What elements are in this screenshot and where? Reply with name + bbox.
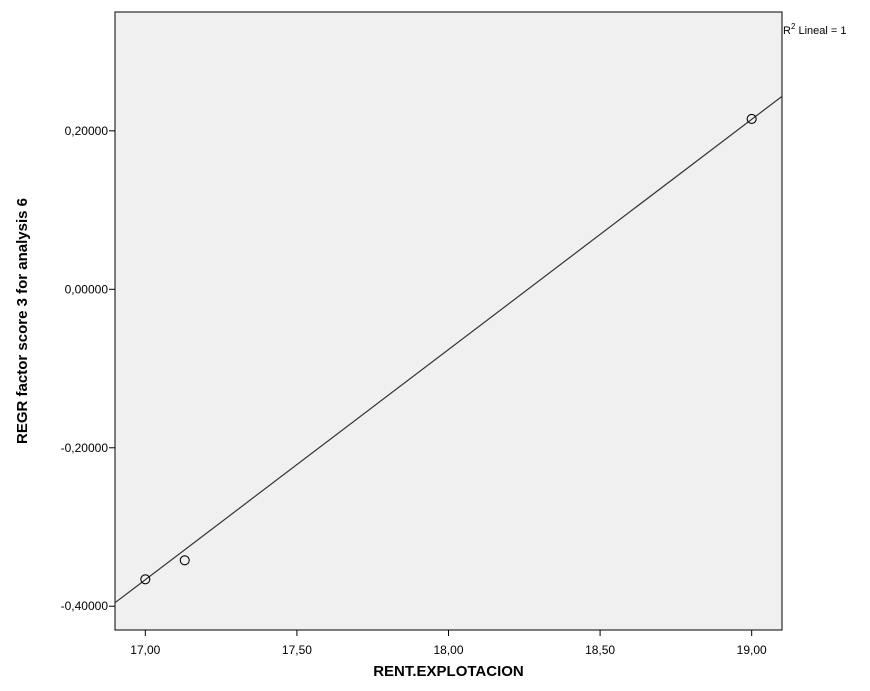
fit-line-label: R2 Lineal = 1 (783, 22, 846, 37)
x-axis-ticks: 17,00 17,50 18,00 18,50 19,00 (130, 630, 767, 657)
fit-label-superscript: 2 (791, 22, 796, 31)
x-tick-label: 19,00 (737, 643, 767, 657)
y-tick-label: -0,20000 (61, 441, 109, 455)
y-axis-ticks: -0,40000 -0,20000 0,00000 0,20000 (61, 124, 115, 613)
points-group (140, 113, 757, 585)
y-tick-label: 0,00000 (65, 282, 109, 296)
fit-line-group (114, 95, 783, 604)
x-tick-label: 18,00 (433, 643, 463, 657)
fit-line (114, 95, 783, 604)
data-point (179, 555, 190, 566)
x-tick-label: 17,00 (130, 643, 160, 657)
fit-label-prefix: R (783, 25, 791, 37)
x-tick-label: 18,50 (585, 643, 615, 657)
data-point (746, 113, 757, 125)
fit-label-suffix: Lineal = 1 (795, 25, 846, 37)
plot-area (114, 11, 783, 631)
data-point (140, 574, 151, 585)
y-tick-label: 0,20000 (65, 124, 109, 138)
y-axis-title: REGR factor score 3 for analysis 6 (14, 198, 31, 444)
x-axis-title: RENT.EXPLOTACION (373, 663, 524, 680)
x-tick-label: 17,50 (282, 643, 312, 657)
y-tick-label: -0,40000 (61, 599, 109, 613)
